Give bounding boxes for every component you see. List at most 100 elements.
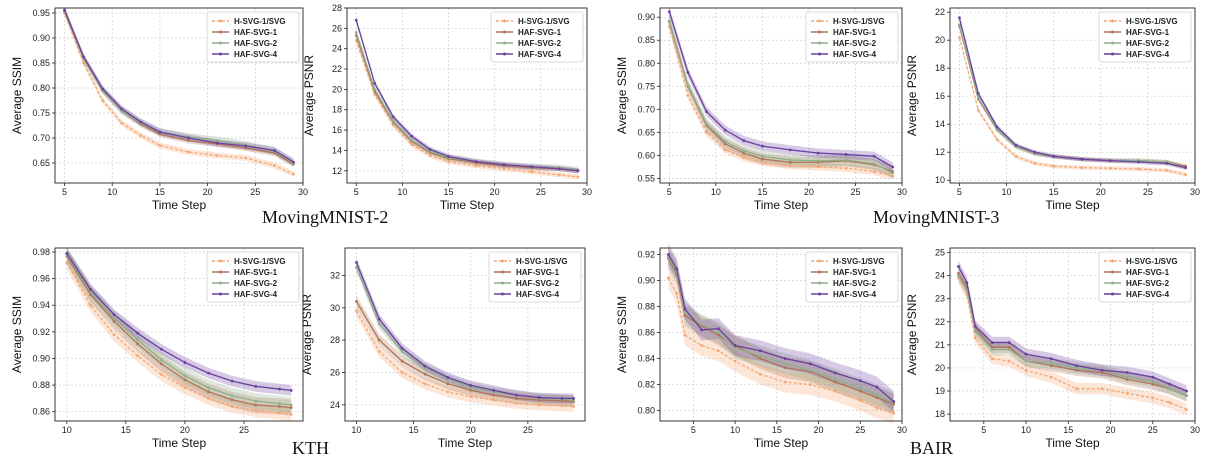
y-tick-label: 0.65 — [637, 127, 655, 137]
legend-label: H-SVG-1/SVG — [234, 257, 286, 266]
legend-label: H-SVG-1/SVG — [234, 17, 286, 26]
y-tick-label: 0.88 — [32, 380, 50, 390]
x-tick-label: 20 — [1096, 187, 1106, 197]
y-tick-label: 0.75 — [637, 81, 655, 91]
chart-panel-6: 10 15 20 252426283032Time StepAverage PSNRH… — [300, 248, 585, 450]
y-tick-label: 0.80 — [32, 83, 50, 93]
data-point — [761, 145, 764, 148]
legend-marker — [1111, 271, 1114, 274]
legend-marker — [818, 260, 821, 263]
x-tick-label: 20 — [814, 425, 824, 435]
y-tick-label: 28 — [330, 335, 340, 345]
x-tick-label: 25 — [1143, 187, 1153, 197]
data-point — [1137, 161, 1140, 164]
y-tick-label: 0.90 — [32, 33, 50, 43]
data-point — [572, 405, 575, 408]
legend-marker — [501, 293, 504, 296]
x-tick-label: 15 — [772, 425, 782, 435]
data-point — [254, 385, 257, 388]
legend-marker — [219, 293, 222, 296]
data-point — [761, 155, 764, 158]
data-point — [392, 124, 395, 127]
x-tick-label: 15 — [1063, 425, 1073, 435]
data-point — [834, 378, 837, 381]
x-tick-label: 5 — [62, 187, 67, 197]
data-point — [469, 389, 472, 392]
legend-marker — [1111, 293, 1114, 296]
data-point — [1052, 165, 1055, 168]
data-point — [159, 144, 162, 147]
x-axis-label: Time Step — [152, 198, 207, 212]
data-point — [207, 390, 210, 393]
data-point — [160, 348, 163, 351]
data-point — [378, 339, 381, 342]
y-tick-label: 24 — [935, 271, 945, 281]
data-point — [1008, 341, 1011, 344]
chart-panel-1: 5 10 15 20 25 30 0.65 0.70 0.75 0.80 0.85 0.90 0.95 T… — [10, 7, 308, 213]
legend-label: H-SVG-1/SVG — [1126, 17, 1178, 26]
data-point — [834, 371, 837, 374]
data-point — [1151, 376, 1154, 379]
legend-marker — [219, 20, 222, 23]
data-point — [759, 349, 762, 352]
data-point — [492, 399, 495, 402]
x-axis-label: Time Step — [440, 198, 495, 212]
x-tick-label: 25 — [536, 187, 546, 197]
y-tick-label: 0.82 — [637, 380, 655, 390]
y-tick-label: 0.90 — [637, 12, 655, 22]
data-point — [187, 151, 190, 154]
data-point — [429, 148, 432, 151]
caption-mmnist3: MovingMNIST-3 — [873, 207, 999, 228]
caption-kth: KTH — [292, 438, 329, 459]
chart-panel-3: 5 10 15 20 25 300.550.600.650.700.750.800.850… — [615, 7, 907, 212]
y-tick-label: 0.92 — [637, 250, 655, 260]
data-point — [759, 355, 762, 358]
data-point — [996, 138, 999, 141]
data-point — [244, 145, 247, 148]
legend-marker — [1111, 53, 1114, 56]
data-point — [136, 332, 139, 335]
x-tick-label: 15 — [155, 187, 165, 197]
x-tick-label: 20 — [490, 187, 500, 197]
data-point — [761, 158, 764, 161]
legend: H-SVG-1/SVGHAF-SVG-1HAF-SVG-2HAF-SVG-4 — [491, 12, 583, 62]
data-point — [160, 358, 163, 361]
x-tick-label: 10 — [730, 425, 740, 435]
x-tick-label: 30 — [1190, 425, 1200, 435]
y-axis-label: Average SSIM — [10, 296, 24, 373]
y-tick-label: 16 — [332, 125, 342, 135]
data-point — [859, 379, 862, 382]
data-point — [231, 394, 234, 397]
data-point — [120, 122, 123, 125]
data-point — [977, 96, 980, 99]
y-tick-label: 0.90 — [637, 276, 655, 286]
data-point — [687, 71, 690, 74]
legend-label: HAF-SVG-2 — [516, 279, 560, 288]
x-tick-label: 15 — [121, 425, 131, 435]
data-point — [446, 390, 449, 393]
data-point — [675, 267, 678, 270]
legend-label: HAF-SVG-4 — [1126, 50, 1170, 59]
y-axis-label: Average PSNR — [302, 55, 316, 136]
data-point — [876, 386, 879, 389]
y-tick-label: 0.90 — [32, 353, 50, 363]
data-point — [65, 252, 68, 255]
x-tick-label: 10 — [1002, 187, 1012, 197]
data-point — [159, 131, 162, 134]
data-point — [1015, 144, 1018, 147]
y-tick-label: 24 — [330, 400, 340, 410]
y-tick-label: 0.80 — [637, 58, 655, 68]
data-point — [187, 139, 190, 142]
data-point — [378, 318, 381, 321]
data-point — [1033, 162, 1036, 165]
data-point — [401, 350, 404, 353]
legend-marker — [219, 42, 222, 45]
data-point — [475, 164, 478, 167]
legend-marker — [1111, 260, 1114, 263]
legend-marker — [503, 42, 506, 45]
data-point — [492, 389, 495, 392]
data-point — [136, 342, 139, 345]
data-point — [1184, 166, 1187, 169]
data-point — [1008, 348, 1011, 351]
x-tick-label: 30 — [897, 425, 907, 435]
